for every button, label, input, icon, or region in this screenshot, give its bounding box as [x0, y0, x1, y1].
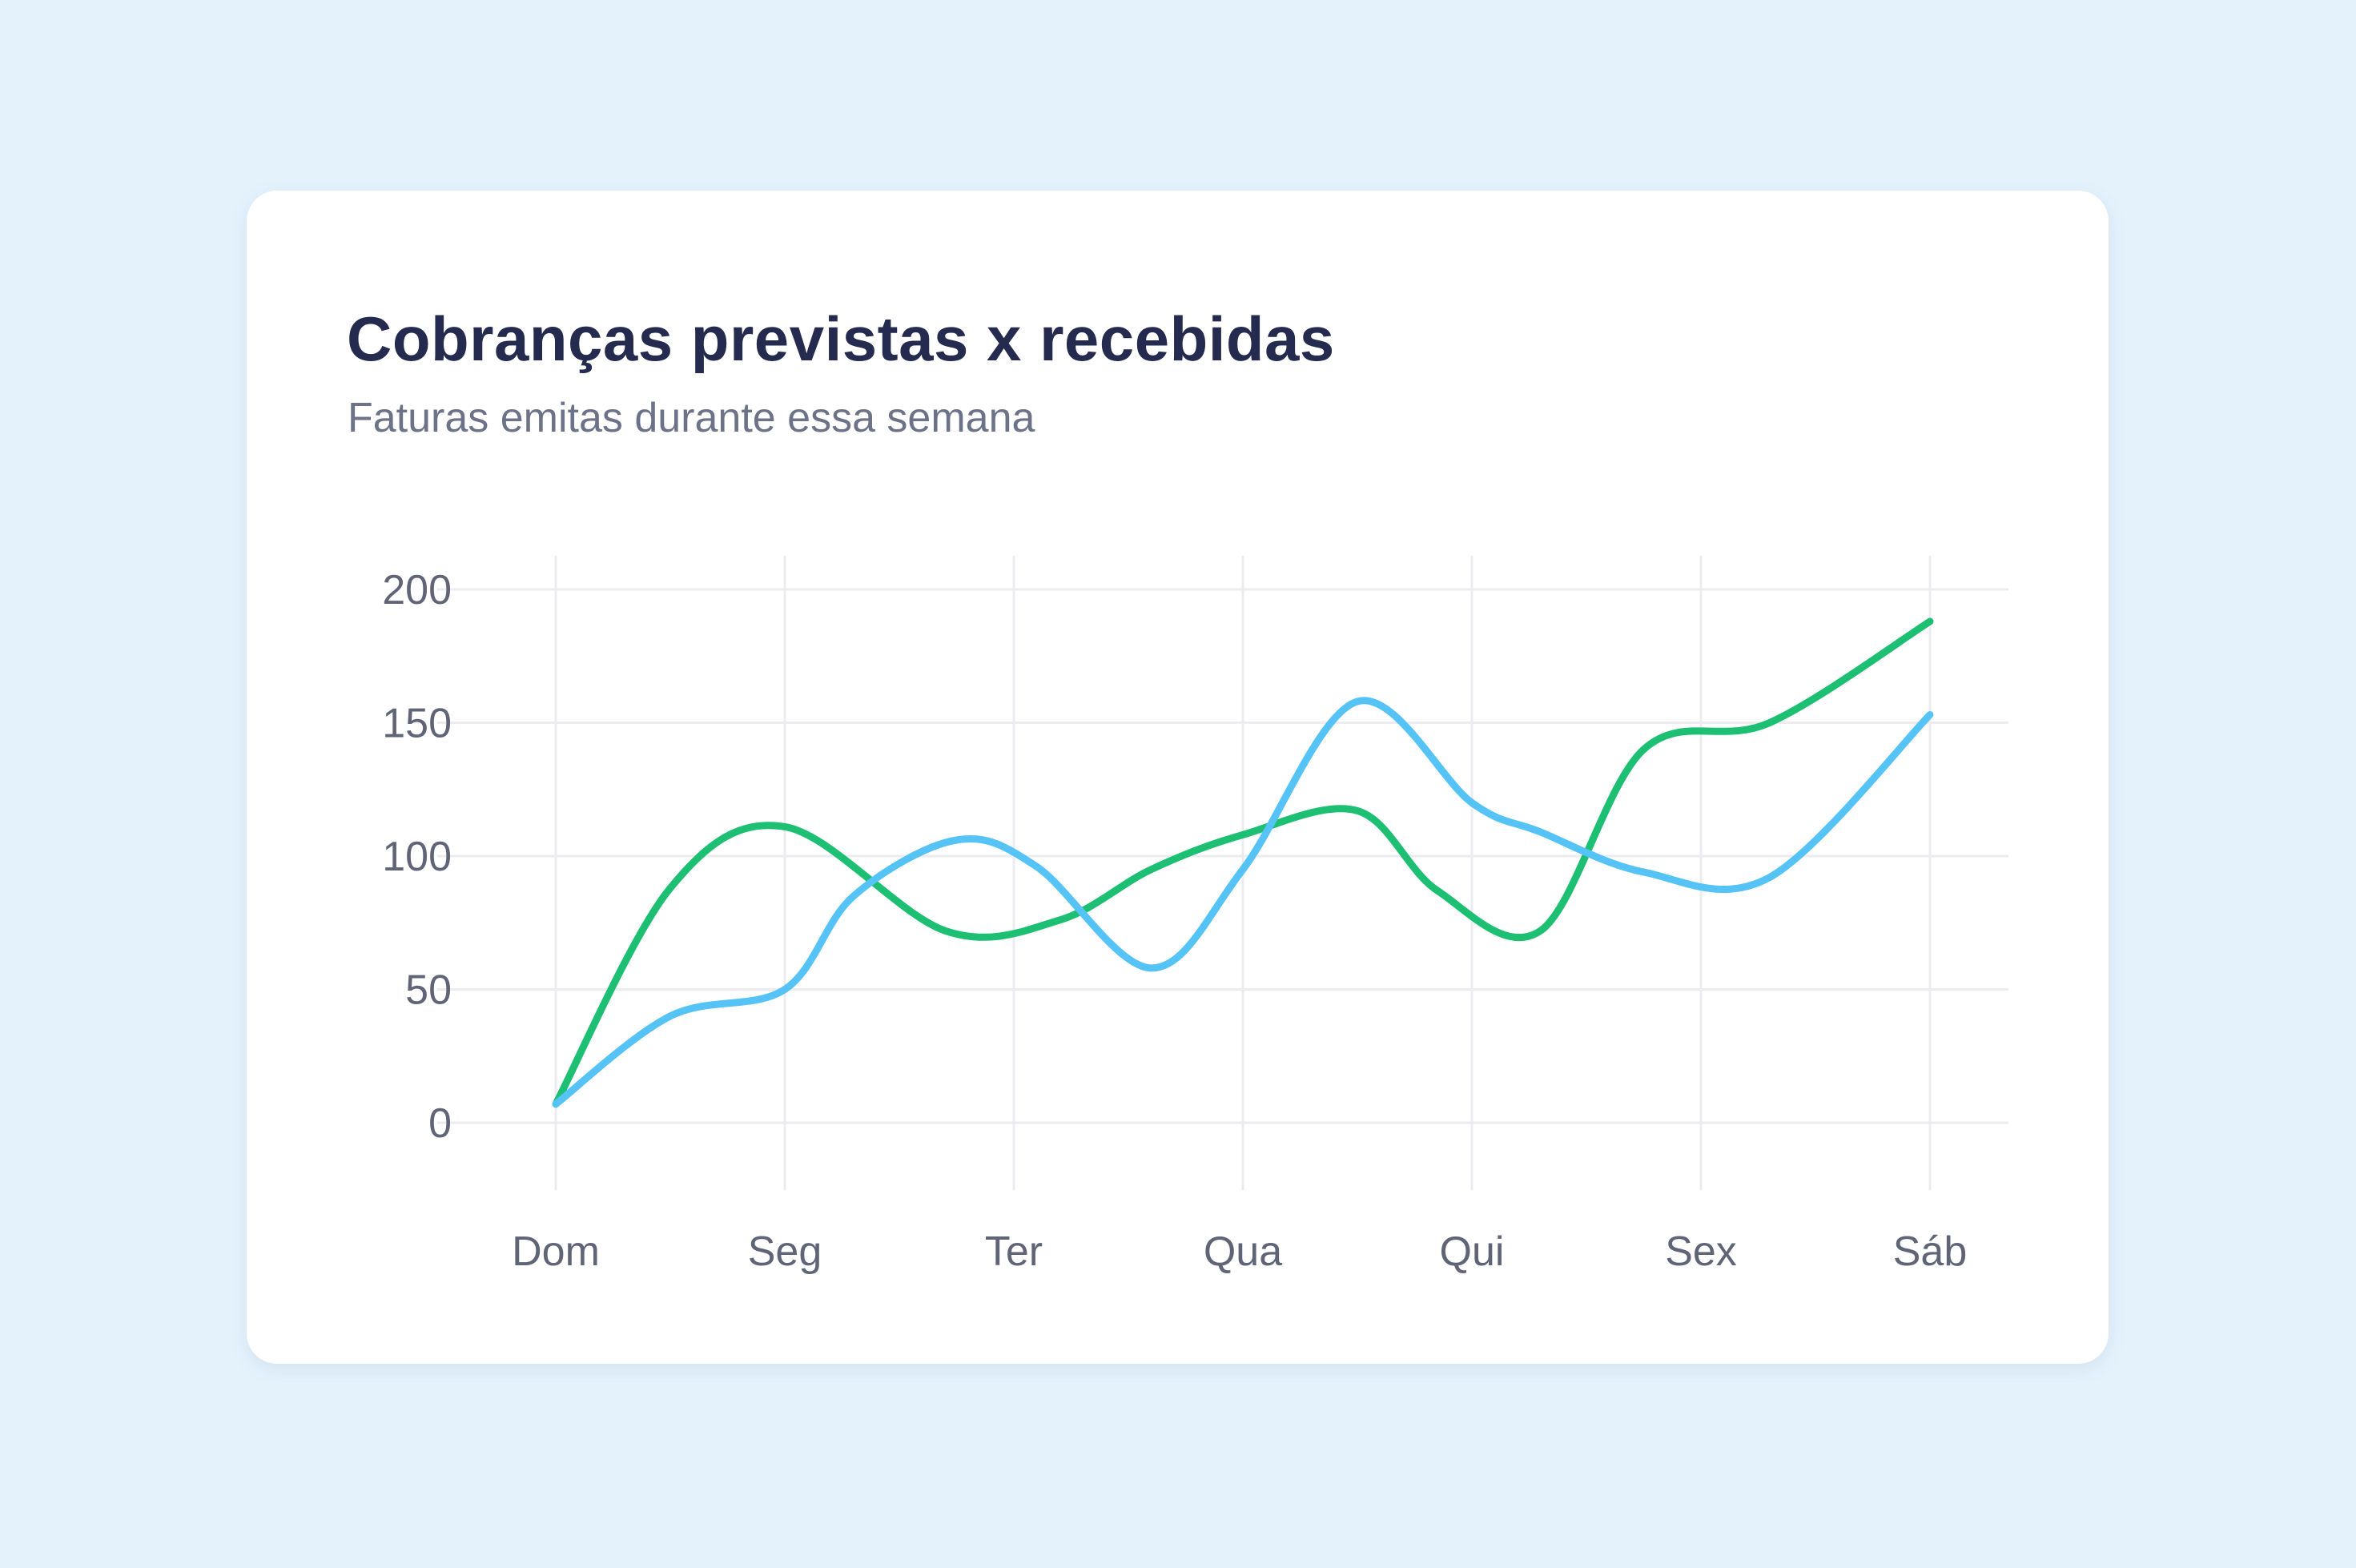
x-tick-label-3: Qua: [1204, 1228, 1282, 1275]
x-tick-label-1: Seg: [748, 1228, 822, 1275]
x-tick-label-0: Dom: [512, 1228, 600, 1275]
x-tick-label-2: Ter: [985, 1228, 1043, 1275]
chart-subtitle: Faturas emitas durante essa semana: [348, 395, 1035, 441]
x-axis-labels: Dom Seg Ter Qua Qui Sex Sáb: [512, 1228, 1967, 1275]
y-tick-label-50: 50: [405, 967, 452, 1014]
x-gridlines: [554, 556, 1932, 1190]
y-tick-label-0: 0: [428, 1100, 452, 1147]
chart-title: Cobranças previstas x recebidas: [347, 304, 1335, 374]
x-tick-label-4: Qui: [1440, 1228, 1505, 1275]
line-chart: 0 50 100 150 200 Dom Seg Ter Qua Qui Sex Sáb: [382, 556, 2008, 1275]
x-tick-label-5: Sex: [1665, 1228, 1737, 1275]
series-line-azul: [552, 697, 1934, 1108]
y-gridlines: [437, 588, 2008, 1124]
y-tick-label-100: 100: [382, 834, 452, 880]
x-tick-label-6: Sáb: [1893, 1228, 1968, 1275]
series-lines: [552, 617, 1934, 1108]
series-line-verde: [552, 617, 1934, 1108]
y-axis-labels: 0 50 100 150 200: [382, 567, 452, 1147]
y-tick-label-150: 150: [382, 701, 452, 747]
y-tick-label-200: 200: [382, 567, 452, 613]
